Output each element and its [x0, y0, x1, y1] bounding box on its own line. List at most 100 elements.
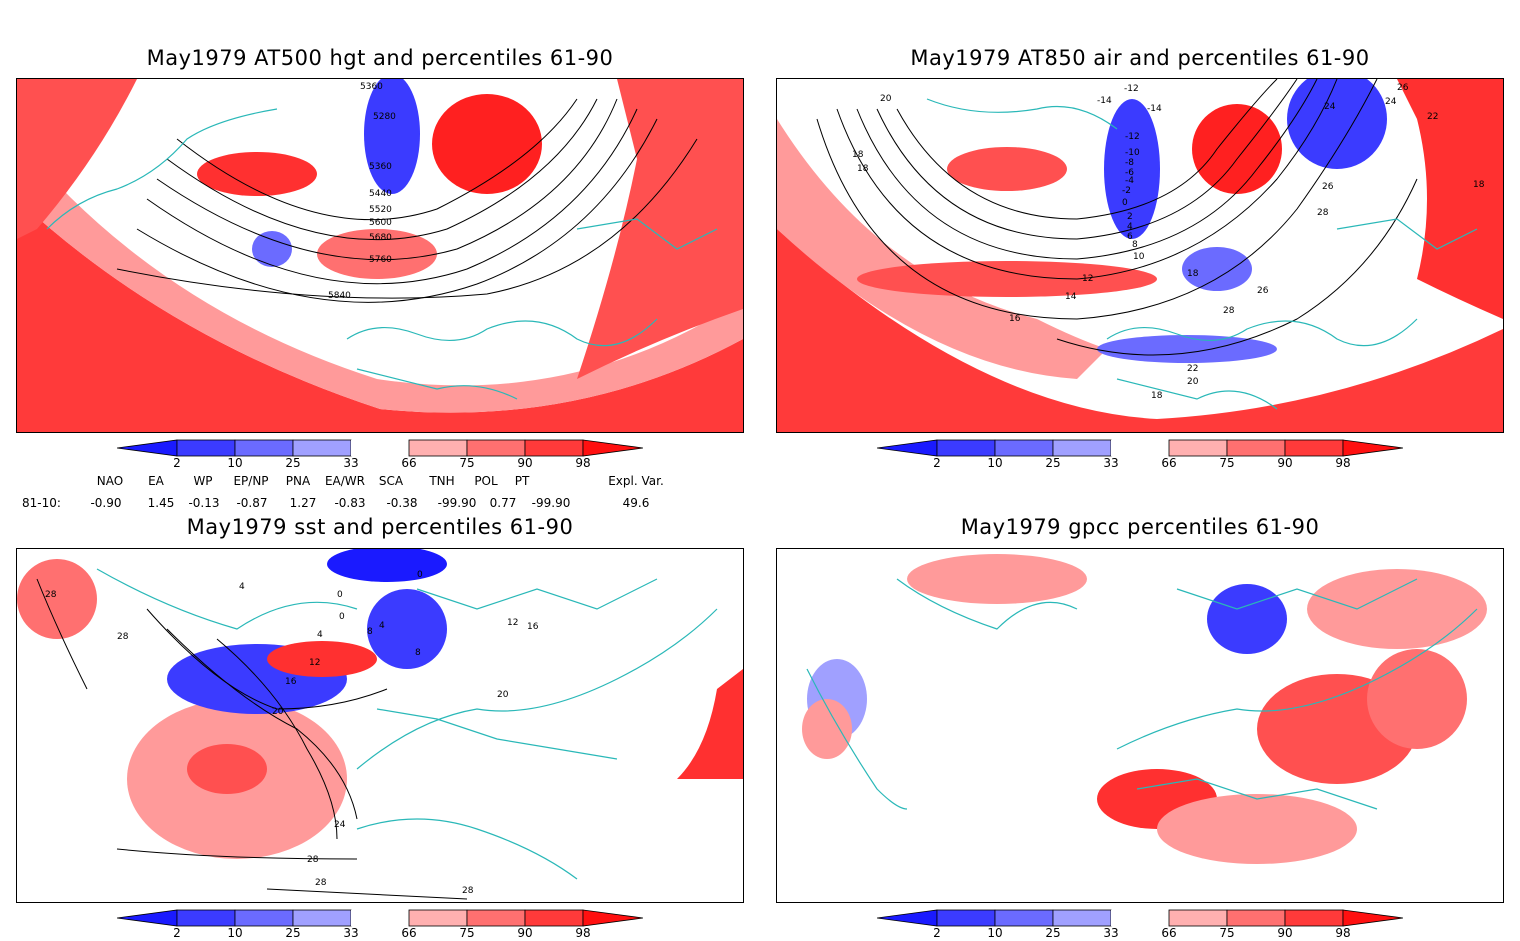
contour-label: 16: [1009, 314, 1021, 324]
index-value: 1.45: [147, 496, 175, 510]
colorbar-label: 33: [343, 456, 359, 470]
contour-label: 28: [1317, 208, 1329, 218]
colorbar-segment: [466, 439, 526, 457]
index-value: -0.13: [188, 496, 220, 510]
contour-label: 0: [339, 612, 345, 622]
colorbar-label: 90: [517, 456, 533, 470]
contour-label: 12: [309, 658, 320, 668]
colorbar-segment: [234, 909, 294, 927]
map-panel-air850: -12 -14 -14 -12 -10 -8 -6 -4 -2 0 2 4 6 …: [776, 78, 1504, 433]
colorbar-segment: [292, 909, 352, 927]
index-value: -0.87: [236, 496, 268, 510]
contour-labels: -12 -14 -14 -12 -10 -8 -6 -4 -2 0 2 4 6 …: [852, 83, 1485, 401]
colorbar-segment: [1342, 909, 1404, 927]
contour-label: 5760: [369, 255, 392, 265]
colorbar-label: 90: [1277, 926, 1293, 940]
index-header: SCA: [378, 474, 404, 488]
index-header: TNH: [429, 474, 455, 488]
colorbar-3: 2 10 25 33 66 75 90 98: [116, 909, 644, 941]
colorbar-label: 90: [1277, 456, 1293, 470]
contour-label: -8: [1125, 158, 1134, 168]
contour-label: 5600: [369, 218, 392, 228]
colorbar-label: 98: [1335, 926, 1351, 940]
contour-label: -10: [1125, 148, 1140, 158]
index-row-label: 81-10:: [22, 496, 61, 510]
colorbar-segment: [936, 439, 996, 457]
contour-label: 28: [1223, 306, 1235, 316]
panel-2-title: May1979 AT850 air and percentiles 61-90: [910, 46, 1370, 70]
anomaly-red-west: [17, 79, 137, 239]
contour-label: 20: [1187, 377, 1199, 387]
panel-4-title: May1979 gpcc percentiles 61-90: [960, 515, 1320, 539]
anomaly-red-east: [577, 79, 743, 379]
anomaly-red-nw: [947, 147, 1067, 191]
contour-label: 22: [1187, 364, 1198, 374]
anomaly-blue-south2: [1097, 335, 1277, 363]
contour-label: 20: [880, 94, 892, 104]
contour-label: 8: [415, 648, 421, 658]
anomaly-red-south: [17, 199, 743, 432]
contour-label: 5360: [369, 162, 392, 172]
contour-label: -12: [1125, 132, 1140, 142]
colorbar-segment: [408, 909, 468, 927]
colorbar-label: 98: [575, 456, 591, 470]
index-value: 49.6: [622, 496, 650, 510]
contour-label: -14: [1097, 96, 1112, 106]
contour-label: -2: [1122, 186, 1131, 196]
contour-label: 16: [527, 622, 539, 632]
anomaly-red-west: [802, 699, 852, 759]
colorbar-label: 75: [1219, 456, 1235, 470]
contour-label: 4: [239, 582, 245, 592]
contour-labels: 5360 5280 5360 5440 5520 5600 5680 5760 …: [328, 82, 396, 301]
contour-label: 5840: [328, 291, 351, 301]
anomaly-blue-ne: [1287, 79, 1387, 169]
colorbar-label: 33: [1103, 926, 1119, 940]
colorbar-segment: [351, 910, 409, 926]
map-panel-sst: 28 28 4 0 0 0 4 4 8 8 12 16 20 24 28 28 …: [16, 548, 744, 903]
colorbar-segment: [1284, 439, 1344, 457]
index-header: EP/NP: [233, 474, 269, 488]
contour-label: 4: [379, 621, 385, 631]
anomaly-red-ne: [432, 94, 542, 194]
colorbar-label: 10: [227, 456, 243, 470]
index-value: -0.38: [386, 496, 418, 510]
index-value: -0.83: [334, 496, 366, 510]
contour-label: 2: [1127, 212, 1133, 222]
anomaly-red-east: [1367, 649, 1467, 749]
anomaly-red-north: [1192, 104, 1282, 194]
index-value: -99.90: [437, 496, 477, 510]
colorbar-segment: [1168, 439, 1228, 457]
anomaly-red-band: [857, 261, 1157, 297]
contour-label: 0: [1122, 198, 1128, 208]
contour-label: 18: [1187, 269, 1199, 279]
contour-label: 4: [1127, 222, 1133, 232]
colorbar-label: 98: [575, 926, 591, 940]
panel-1-title: May1979 AT500 hgt and percentiles 61-90: [146, 46, 614, 70]
contour-label: 16: [285, 677, 297, 687]
colorbar-label: 25: [1045, 926, 1061, 940]
index-header: PNA: [285, 474, 311, 488]
colorbar-label: 66: [401, 926, 417, 940]
colorbar-segment: [994, 439, 1054, 457]
anomaly-red-mid: [317, 229, 437, 279]
colorbar-segment: [1052, 439, 1112, 457]
contour-label: -12: [1124, 84, 1139, 94]
contour-label: 14: [1065, 292, 1077, 302]
colorbar-label: 10: [227, 926, 243, 940]
contour-labels: 28 28 4 0 0 0 4 4 8 8 12 16 20 24 28 28 …: [45, 570, 539, 896]
contour-label: -4: [1125, 176, 1134, 186]
contour-label: 28: [307, 855, 319, 865]
colorbar-label: 2: [173, 456, 181, 470]
contour-label: 28: [117, 632, 129, 642]
colorbar-segment: [582, 439, 644, 457]
index-value: -0.90: [90, 496, 122, 510]
contour-label: 12: [1082, 274, 1093, 284]
contour-label: 5280: [373, 112, 396, 122]
panel-3-title: May1979 sst and percentiles 61-90: [186, 515, 574, 539]
contour-label: 26: [1322, 182, 1334, 192]
colorbar-label: 98: [1335, 456, 1351, 470]
contour-label: 8: [1132, 240, 1138, 250]
anomaly-red-core: [187, 744, 267, 794]
map-domain-arc: [777, 549, 1503, 879]
contour-label: 18: [1151, 391, 1163, 401]
